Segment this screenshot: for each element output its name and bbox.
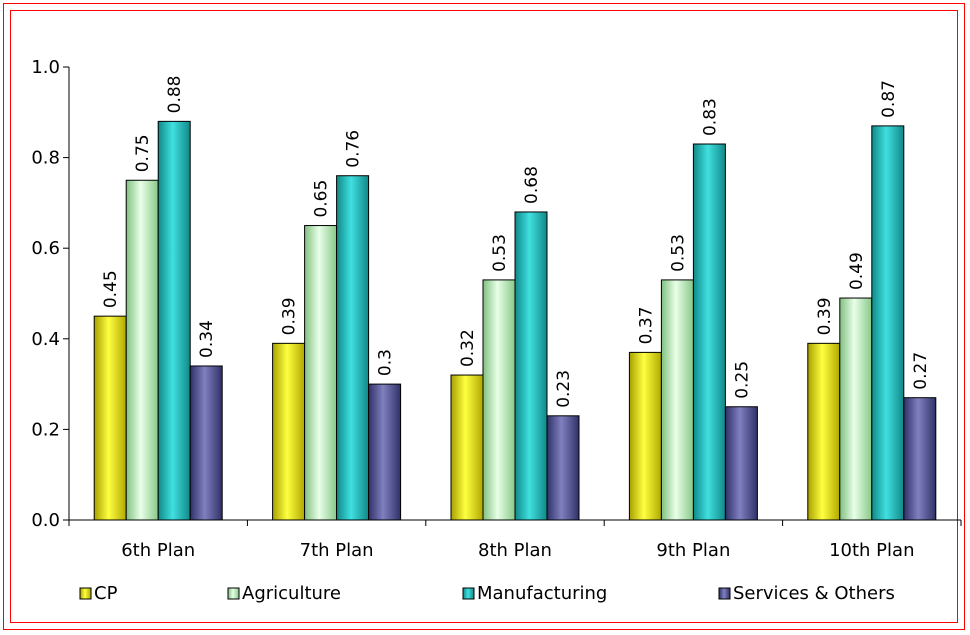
data-label: 0.53 bbox=[490, 234, 510, 272]
legend: CP Agriculture Manufacturing Services & Oth… bbox=[79, 583, 895, 604]
bar-agriculture-1 bbox=[304, 225, 338, 521]
bar-services-others-3 bbox=[724, 406, 758, 521]
data-label: 0.25 bbox=[732, 361, 752, 399]
data-label: 0.39 bbox=[815, 297, 835, 335]
y-tick-label: 0.0 bbox=[31, 510, 60, 531]
bar-cp-4 bbox=[807, 342, 841, 521]
legend-label: Manufacturing bbox=[477, 583, 607, 604]
bar-services-others-2 bbox=[546, 415, 580, 521]
bar-services-others-0 bbox=[189, 365, 223, 521]
data-label: 0.53 bbox=[668, 234, 688, 272]
legend-swatch bbox=[79, 587, 92, 600]
y-tick-label: 0.6 bbox=[31, 238, 60, 259]
chart-frame-outer bbox=[3, 3, 965, 630]
data-label: 0.34 bbox=[197, 320, 217, 358]
data-labels: 0.45 0.75 0.88 0.34 0.39 0.65 0.76 0.3 0.32 0.53 0… bbox=[101, 76, 931, 408]
data-label: 0.65 bbox=[312, 180, 332, 218]
y-tick-label: 1.0 bbox=[31, 57, 60, 78]
bar-manufacturing-4 bbox=[871, 125, 905, 521]
legend-label: Agriculture bbox=[242, 583, 341, 604]
legend-swatch bbox=[227, 587, 240, 600]
data-label: 0.23 bbox=[554, 370, 574, 408]
bar-cp-3 bbox=[628, 351, 662, 521]
bar-manufacturing-3 bbox=[692, 143, 726, 521]
y-tick-label: 0.4 bbox=[31, 329, 60, 350]
y-tick-label: 0.8 bbox=[31, 148, 60, 169]
bar-services-others-1 bbox=[368, 383, 402, 521]
y-tick-label: 0.2 bbox=[31, 419, 60, 440]
legend-swatch bbox=[718, 587, 731, 600]
data-label: 0.76 bbox=[344, 130, 364, 168]
bar-services-others-4 bbox=[903, 397, 937, 521]
data-label: 0.45 bbox=[101, 270, 121, 308]
bar-agriculture-3 bbox=[660, 279, 694, 521]
data-label: 0.83 bbox=[700, 98, 720, 136]
data-label: 0.88 bbox=[165, 76, 185, 114]
data-label: 0.87 bbox=[879, 80, 899, 118]
data-label: 0.39 bbox=[280, 297, 300, 335]
data-label: 0.49 bbox=[847, 252, 867, 290]
data-label: 0.32 bbox=[458, 329, 478, 367]
bar-agriculture-0 bbox=[125, 179, 159, 521]
bar-manufacturing-1 bbox=[336, 175, 370, 521]
data-label: 0.27 bbox=[911, 352, 931, 390]
bar-cp-2 bbox=[450, 374, 484, 521]
bar-cp-0 bbox=[93, 315, 127, 521]
bar-cp-1 bbox=[272, 342, 306, 521]
data-label: 0.68 bbox=[522, 166, 542, 204]
legend-label: Services & Others bbox=[733, 583, 895, 604]
bar-manufacturing-2 bbox=[514, 211, 548, 521]
x-tick-label: 6th Plan bbox=[121, 540, 195, 561]
legend-label: CP bbox=[94, 583, 118, 604]
x-tick-label: 9th Plan bbox=[656, 540, 730, 561]
data-label: 0.37 bbox=[636, 307, 656, 345]
bars bbox=[93, 120, 937, 521]
bar-manufacturing-0 bbox=[157, 120, 191, 521]
chart-frame-inner bbox=[10, 10, 958, 623]
legend-swatch bbox=[462, 587, 475, 600]
x-tick-label: 10th Plan bbox=[829, 540, 914, 561]
data-label: 0.75 bbox=[133, 134, 153, 172]
x-tick-label: 8th Plan bbox=[478, 540, 552, 561]
bar-agriculture-2 bbox=[482, 279, 516, 521]
data-label: 0.3 bbox=[376, 349, 396, 376]
x-tick-label: 7th Plan bbox=[300, 540, 374, 561]
bar-agriculture-4 bbox=[839, 297, 873, 521]
